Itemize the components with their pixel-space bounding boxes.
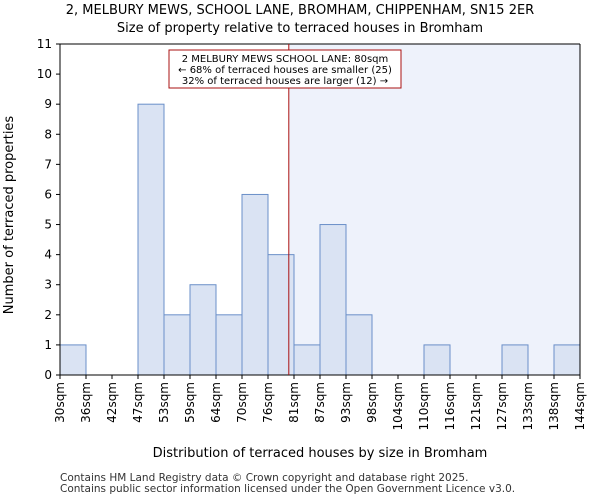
x-tick-label: 110sqm <box>417 382 431 430</box>
x-tick-label: 81sqm <box>287 382 301 423</box>
bar <box>215 314 243 376</box>
y-tick-label: 4 <box>44 248 52 262</box>
bar <box>553 344 581 376</box>
bar <box>59 344 87 376</box>
x-tick-label: 133sqm <box>521 382 535 430</box>
bar <box>423 344 451 376</box>
x-tick-label: 127sqm <box>495 382 509 430</box>
y-tick-label: 0 <box>44 368 52 382</box>
annotation-box <box>168 49 402 89</box>
x-tick-label: 121sqm <box>469 382 483 430</box>
chart-title: 2, MELBURY MEWS, SCHOOL LANE, BROMHAM, C… <box>66 3 534 18</box>
bar <box>241 193 269 376</box>
x-tick-label: 76sqm <box>261 382 275 423</box>
y-tick-label: 2 <box>44 308 52 322</box>
footer-line-1: Contains HM Land Registry data © Crown c… <box>60 472 469 484</box>
x-tick-label: 59sqm <box>183 382 197 423</box>
y-tick-label: 1 <box>44 338 52 352</box>
x-tick-label: 53sqm <box>157 382 171 423</box>
x-tick-label: 30sqm <box>53 382 67 423</box>
x-tick-label: 70sqm <box>235 382 249 423</box>
annotation-line: 32% of terraced houses are larger (12) → <box>182 76 388 87</box>
y-tick-label: 7 <box>44 157 52 171</box>
x-axis-label: Distribution of terraced houses by size … <box>153 446 488 461</box>
bar <box>189 284 217 376</box>
bar <box>345 314 373 376</box>
y-tick-label: 6 <box>44 187 52 201</box>
x-tick-label: 47sqm <box>131 382 145 423</box>
y-tick-label: 8 <box>44 127 52 141</box>
x-tick-label: 104sqm <box>391 382 405 430</box>
bar <box>163 314 191 376</box>
x-tick-label: 138sqm <box>547 382 561 430</box>
y-tick-label: 10 <box>37 67 52 81</box>
plot-area: 0 1 2 3 4 5 6 7 8 9 10 11 30sqm 36sqm 42sqm 47sqm 53sqm 5… <box>37 37 587 430</box>
bar <box>501 344 529 376</box>
annotation-line: 2 MELBURY MEWS SCHOOL LANE: 80sqm <box>182 54 389 65</box>
bar <box>267 254 295 376</box>
bar <box>137 103 165 376</box>
x-tick-label: 87sqm <box>313 382 327 423</box>
x-tick-label: 64sqm <box>209 382 223 423</box>
y-tick-label: 11 <box>37 37 52 51</box>
x-tick-label: 36sqm <box>79 382 93 423</box>
annotation-line: ← 68% of terraced houses are smaller (25… <box>178 65 392 76</box>
x-tick-label: 98sqm <box>365 382 379 423</box>
chart-subtitle: Size of property relative to terraced ho… <box>117 21 483 36</box>
x-tick-label: 144sqm <box>573 382 587 430</box>
y-tick-label: 5 <box>44 218 52 232</box>
y-tick-label: 3 <box>44 278 52 292</box>
y-tick-label: 9 <box>44 97 52 111</box>
y-axis-label: Number of terraced properties <box>2 116 17 315</box>
x-tick-label: 93sqm <box>339 382 353 423</box>
bar <box>293 344 321 376</box>
footer-line-2: Contains public sector information licen… <box>60 483 516 495</box>
bar <box>319 224 347 376</box>
x-tick-label: 116sqm <box>443 382 457 430</box>
x-tick-label: 42sqm <box>105 382 119 423</box>
